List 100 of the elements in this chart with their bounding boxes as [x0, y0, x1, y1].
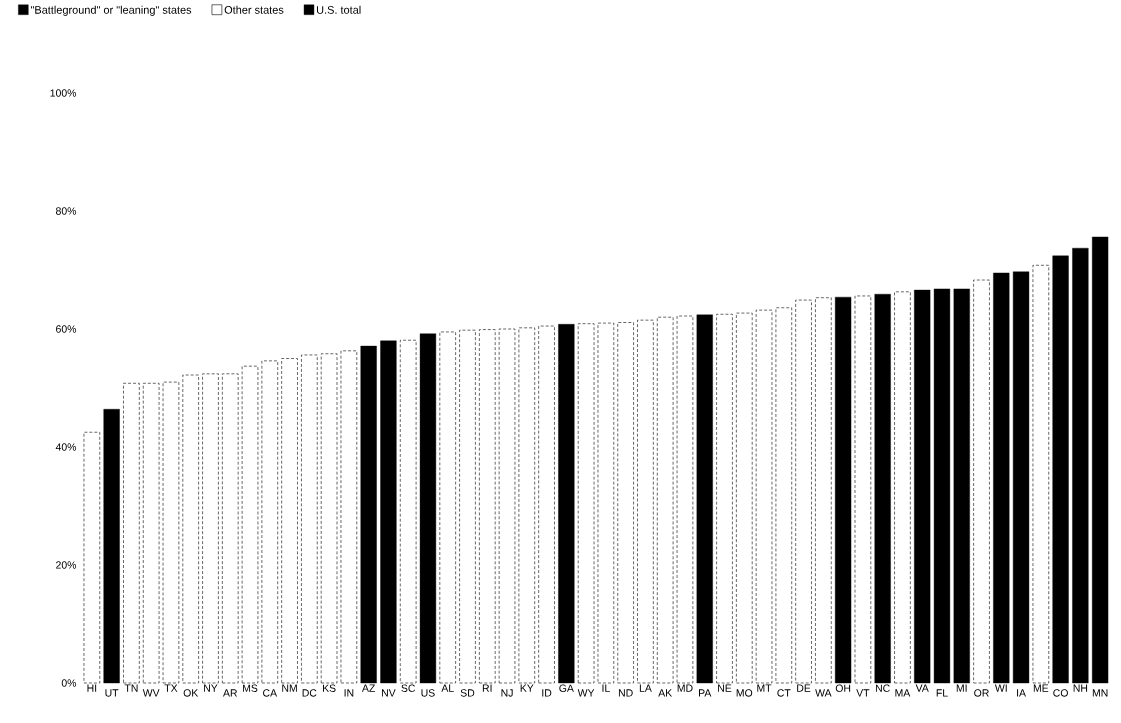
bar	[83, 431, 101, 684]
y-tick-label: 20%	[56, 561, 77, 569]
bar	[815, 297, 832, 684]
x-tick-label: SC	[401, 684, 416, 692]
bar	[162, 381, 180, 684]
x-tick-label: AZ	[361, 684, 375, 692]
bar	[973, 279, 990, 684]
x-tick-label: NM	[282, 684, 297, 692]
x-tick-label: DC	[302, 689, 317, 697]
x-tick-label: KY	[520, 684, 534, 692]
bar	[914, 289, 931, 684]
x-tick-label: WY	[577, 689, 595, 697]
x-tick-label: MA	[895, 689, 911, 697]
x-tick-label: AK	[658, 689, 673, 697]
x-tick-label: NH	[1073, 684, 1088, 692]
x-tick-label: MD	[677, 684, 693, 692]
y-tick-label: 80%	[56, 207, 77, 215]
bar	[479, 329, 496, 684]
x-tick-label: ID	[542, 689, 552, 697]
y-tick-label: 60%	[56, 325, 77, 333]
x-tick-label: UT	[105, 689, 119, 697]
bar	[498, 328, 516, 684]
legend-label: "Battleground" or "leaning" states	[30, 5, 192, 16]
bar	[202, 373, 219, 684]
x-tick-label: IA	[1017, 689, 1026, 697]
x-tick-label: OK	[183, 689, 199, 697]
bar	[320, 353, 338, 684]
x-tick-label: WI	[994, 684, 1007, 692]
bar	[716, 313, 733, 684]
bar	[953, 288, 970, 684]
bar	[696, 314, 713, 684]
bar	[854, 295, 872, 684]
x-tick-label: RI	[482, 684, 492, 692]
x-tick-label: AL	[441, 684, 454, 692]
bar	[775, 307, 793, 684]
x-tick-label: IN	[344, 689, 354, 697]
x-tick-label: HI	[87, 684, 97, 692]
x-tick-label: CT	[777, 689, 791, 697]
bar	[736, 312, 753, 684]
x-tick-label: AR	[223, 689, 238, 697]
x-tick-label: MT	[757, 684, 772, 692]
bar	[281, 358, 298, 684]
bar	[558, 324, 575, 684]
legend-label: U.S. total	[316, 5, 361, 14]
bar	[340, 350, 358, 684]
bar	[617, 322, 634, 684]
x-tick-label: MS	[243, 684, 258, 692]
x-tick-label: OR	[974, 689, 989, 697]
x-tick-label: LA	[639, 684, 652, 692]
bar	[538, 325, 555, 684]
x-tick-label: GA	[559, 684, 574, 692]
x-tick-label: VT	[856, 689, 870, 697]
bar	[222, 373, 239, 684]
bar	[1092, 236, 1109, 684]
bar	[755, 309, 773, 684]
bar	[380, 340, 397, 684]
x-tick-label: DE	[797, 684, 811, 692]
y-tick-label: 0%	[61, 679, 77, 687]
bar	[182, 374, 199, 684]
x-tick-label: CA	[263, 689, 278, 697]
bar	[261, 360, 278, 684]
x-tick-label: ND	[618, 689, 633, 697]
bar	[656, 316, 674, 684]
bar	[439, 331, 456, 684]
x-tick-label: OH	[835, 684, 851, 692]
bar	[123, 382, 140, 684]
y-tick-label: 40%	[55, 443, 77, 451]
x-tick-label: NC	[875, 684, 890, 692]
x-tick-label: IL	[602, 684, 610, 692]
x-tick-label: MN	[1092, 689, 1108, 697]
bar	[795, 299, 812, 684]
bar	[597, 322, 615, 684]
bar	[1032, 264, 1050, 684]
bar	[301, 354, 318, 684]
bar	[1052, 255, 1069, 684]
bar	[933, 288, 951, 684]
x-tick-label: ME	[1033, 684, 1049, 692]
bar	[518, 327, 536, 684]
bar	[894, 291, 911, 684]
bar	[874, 293, 891, 684]
x-tick-label: NE	[718, 684, 732, 692]
bar	[103, 409, 120, 684]
x-tick-label: MO	[736, 689, 753, 697]
x-tick-label: SD	[460, 689, 475, 697]
bar	[399, 339, 417, 684]
x-tick-label: CO	[1053, 689, 1068, 697]
x-tick-label: WA	[815, 689, 832, 697]
x-tick-label: PA	[699, 689, 712, 697]
x-tick-label: VA	[915, 684, 929, 692]
bar	[577, 323, 595, 684]
x-tick-label: NJ	[501, 689, 513, 697]
y-tick-label: 100%	[50, 89, 77, 97]
bar	[637, 319, 654, 684]
x-tick-label: US	[421, 689, 435, 697]
bar	[993, 272, 1010, 684]
legend-label: Other states	[224, 5, 284, 14]
x-tick-label: TX	[164, 684, 178, 692]
bar	[1072, 247, 1089, 684]
x-tick-label: TN	[124, 684, 138, 692]
x-tick-label: MI	[956, 684, 967, 692]
